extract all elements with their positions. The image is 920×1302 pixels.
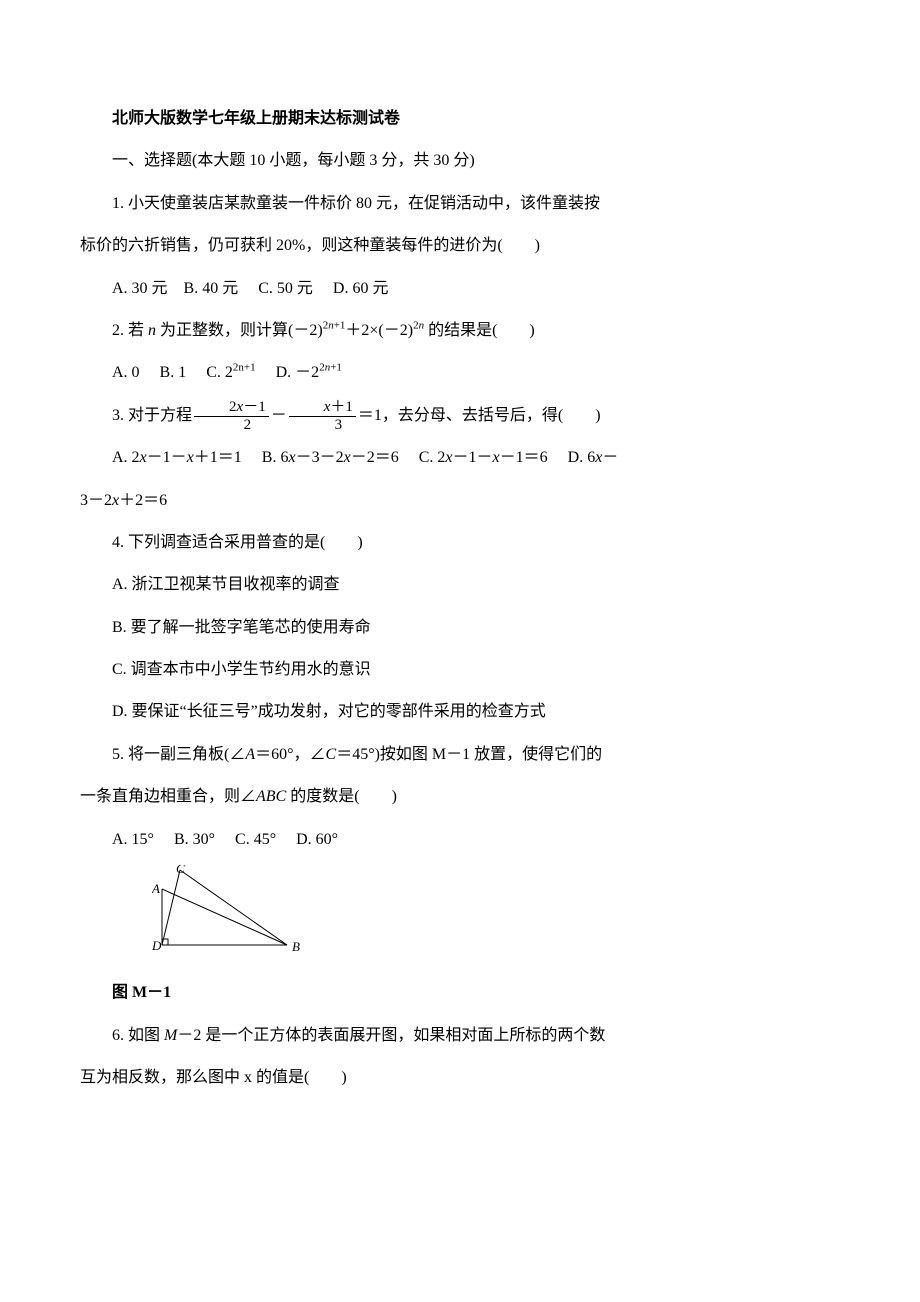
q5-options: A. 15° B. 30° C. 45° D. 60° <box>80 821 840 859</box>
q2-prefix: 2. 若 <box>112 322 148 339</box>
q3-frac2: x＋13 <box>289 399 356 433</box>
q3-options-line2: 3－2x＋2＝6 <box>80 482 840 520</box>
q2-options: A. 0 B. 1 C. 22n+1 D. －22n+1 <box>80 354 840 392</box>
q3-frac1: 2x－12 <box>194 399 269 433</box>
svg-text:A: A <box>152 881 160 896</box>
q1-options: A. 30 元 B. 40 元 C. 50 元 D. 60 元 <box>80 270 840 308</box>
q5-line1: 5. 将一副三角板(∠A＝60°，∠C＝45°)按如图 M－1 放置，使得它们的 <box>80 736 840 774</box>
q2-n: n <box>148 322 156 339</box>
svg-text:B: B <box>292 939 300 954</box>
q3-text: 3. 对于方程2x－12－x＋13＝1，去分母、去括号后，得( ) <box>80 397 840 435</box>
q2-exp2: 2n <box>413 320 424 332</box>
q2-text: 2. 若 n 为正整数，则计算(－2)2n+1＋2×(－2)2n 的结果是( ) <box>80 312 840 350</box>
q1-line2: 标价的六折销售，仍可获利 20%，则这种童装每件的进价为( ) <box>80 227 840 265</box>
q5-line2: 一条直角边相重合，则∠ABC 的度数是( ) <box>80 778 840 816</box>
figure-m1: A C D B <box>152 865 840 972</box>
q6-line1: 6. 如图 M－2 是一个正方体的表面展开图，如果相对面上所标的两个数 <box>80 1017 840 1055</box>
q4-opt-a: A. 浙江卫视某节目收视率的调查 <box>80 566 840 604</box>
q2-mid: 为正整数，则计算(－2) <box>156 322 323 339</box>
document-title: 北师大版数学七年级上册期末达标测试卷 <box>80 100 840 138</box>
section-header: 一、选择题(本大题 10 小题，每小题 3 分，共 30 分) <box>80 142 840 180</box>
q4-opt-d: D. 要保证“长征三号”成功发射，对它的零部件采用的检查方式 <box>80 693 840 731</box>
q2-tail: 的结果是( ) <box>424 322 535 339</box>
q4-opt-b: B. 要了解一批签字笔笔芯的使用寿命 <box>80 609 840 647</box>
q2-plus: ＋2×(－2) <box>345 322 413 339</box>
q2-exp1: 2n+1 <box>323 320 346 332</box>
triangle-diagram: A C D B <box>152 865 307 957</box>
q1-line1: 1. 小天使童装店某款童装一件标价 80 元，在促销活动中，该件童装按 <box>80 185 840 223</box>
q4-text: 4. 下列调查适合采用普查的是( ) <box>80 524 840 562</box>
svg-text:D: D <box>152 938 162 953</box>
svg-text:C: C <box>176 865 185 876</box>
q3-options-line1: A. 2x－1－x＋1＝1 B. 6x－3－2x－2＝6 C. 2x－1－x－1… <box>80 439 840 477</box>
q4-opt-c: C. 调查本市中小学生节约用水的意识 <box>80 651 840 689</box>
q6-line2: 互为相反数，那么图中 x 的值是( ) <box>80 1059 840 1097</box>
figure-m1-label: 图 M－1 <box>80 974 840 1012</box>
